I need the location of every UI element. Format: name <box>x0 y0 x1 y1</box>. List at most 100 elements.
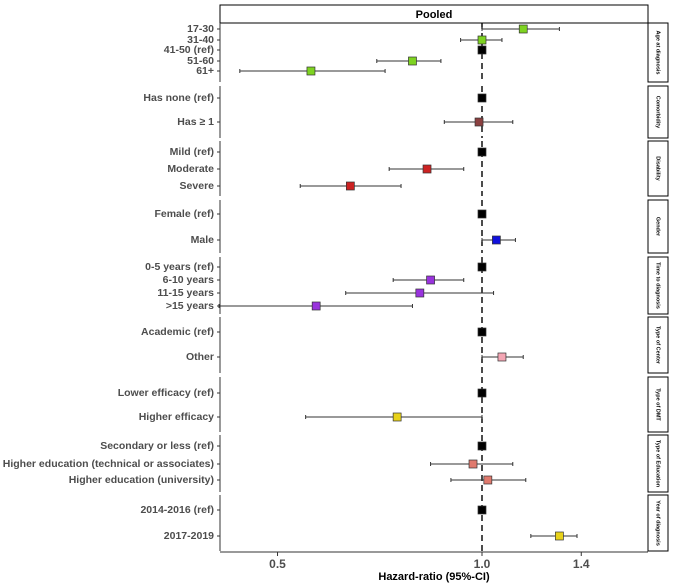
row-label: Academic (ref) <box>141 326 214 338</box>
panel-type-of-center: Type of Center Academic (ref) Other <box>141 316 669 374</box>
facet-strip <box>647 256 669 315</box>
row-label: >15 years <box>166 300 214 312</box>
row-11-15-years: 11-15 years <box>157 287 495 299</box>
hr-point <box>477 45 487 55</box>
row-label: 2017-2019 <box>164 530 214 542</box>
hr-point <box>483 475 493 485</box>
panel-comorbidity: Comorbidity Has none (ref) Has ≥ 1 <box>143 85 669 139</box>
panel-type-of-education: Type of Education Secondary or less (ref)… <box>3 434 669 493</box>
row-higher-education-technical-or-associates: Higher education (technical or associate… <box>3 458 514 470</box>
hr-point <box>555 531 564 541</box>
hr-point <box>497 352 507 362</box>
row-label: 41-50 (ref) <box>164 44 214 56</box>
row-male: Male <box>191 234 516 246</box>
facet-strip <box>647 434 669 493</box>
hr-point <box>408 56 417 66</box>
row-label: Severe <box>180 180 215 192</box>
hr-point <box>518 24 528 34</box>
row-41-50-ref: 41-50 (ref) <box>164 44 487 56</box>
hr-point <box>477 209 487 219</box>
row-6-10-years: 6-10 years <box>163 274 465 286</box>
facet-strip <box>647 316 669 374</box>
x-axis-title: Hazard-ratio (95%-CI) <box>378 571 490 583</box>
panel-year-of-diagnosis: Year of diagnosis 2014-2016 (ref) 2017-201… <box>140 494 669 552</box>
hr-point <box>477 388 487 398</box>
panel-gender: Gender Female (ref) Male <box>154 199 669 254</box>
facet-label: Age at diagnosis <box>655 30 661 74</box>
row-label: Higher efficacy <box>139 411 214 423</box>
row-0-5-years-ref: 0-5 years (ref) <box>145 261 487 273</box>
row-label: 2014-2016 (ref) <box>140 504 214 516</box>
row-lower-efficacy-ref: Lower efficacy (ref) <box>118 387 487 399</box>
facet-label: Disability <box>655 156 661 181</box>
row-label: Male <box>191 234 215 246</box>
row-label: 11-15 years <box>157 287 214 299</box>
facet-label: Type of Education <box>655 440 661 488</box>
row-label: Secondary or less (ref) <box>100 440 214 452</box>
panel-time-to-diagnosis: Time to diagnosis 0-5 years (ref)6-10 yea… <box>145 256 669 315</box>
row-51-60: 51-60 <box>187 55 442 67</box>
row-secondary-or-less-ref: Secondary or less (ref) <box>100 440 487 452</box>
title-strip <box>219 4 649 24</box>
row-2014-2016-ref: 2014-2016 (ref) <box>140 504 487 516</box>
row-severe: Severe <box>180 180 402 192</box>
row-2017-2019: 2017-2019 <box>164 530 578 542</box>
chart-title: Pooled <box>416 9 453 21</box>
row-higher-efficacy: Higher efficacy <box>139 411 483 423</box>
row-label: Moderate <box>167 163 214 175</box>
row-61: 61+ <box>196 65 386 77</box>
facet-strip <box>647 376 669 433</box>
row-academic-ref: Academic (ref) <box>141 326 487 338</box>
row-label: 51-60 <box>187 55 214 67</box>
hr-point <box>477 327 487 337</box>
row-label: Lower efficacy (ref) <box>118 387 214 399</box>
row-15-years: >15 years <box>166 300 413 312</box>
row-higher-education-university: Higher education (university) <box>69 474 527 486</box>
row-label: 0-5 years (ref) <box>145 261 214 273</box>
row-has-1: Has ≥ 1 <box>177 116 514 128</box>
hr-point <box>311 301 321 311</box>
hr-point <box>477 147 487 157</box>
facet-label: Type of Center <box>655 326 661 365</box>
row-label: Female (ref) <box>154 208 214 220</box>
hr-point <box>492 235 501 245</box>
row-label: Has none (ref) <box>143 92 214 104</box>
row-label: 17-30 <box>187 23 214 35</box>
facet-strip <box>647 199 669 254</box>
facet-label: Year of diagnosis <box>655 500 661 546</box>
row-other: Other <box>186 351 524 363</box>
hr-point <box>477 35 487 45</box>
hr-point <box>477 441 487 451</box>
row-label: 31-40 <box>187 34 214 46</box>
row-label: 61+ <box>196 65 214 77</box>
row-label: Higher education (university) <box>69 474 214 486</box>
row-mild-ref: Mild (ref) <box>170 146 487 158</box>
x-tick-label: 1.0 <box>474 557 491 571</box>
facet-label: Gender <box>655 217 661 237</box>
row-has-none-ref: Has none (ref) <box>143 92 487 104</box>
facet-label: Comorbidity <box>655 96 661 129</box>
hr-point <box>422 164 432 174</box>
hr-point <box>468 459 478 469</box>
panel-disability: Disability Mild (ref) Moderate Severe <box>167 140 669 197</box>
hr-point <box>477 93 487 103</box>
hr-point <box>345 181 355 191</box>
row-label: Mild (ref) <box>170 146 214 158</box>
x-tick-label: 1.4 <box>573 557 590 571</box>
hr-point <box>477 262 487 272</box>
row-17-30: 17-30 <box>187 23 560 35</box>
facet-label: Time to diagnosis <box>655 262 661 309</box>
hr-point <box>477 505 487 515</box>
row-label: Has ≥ 1 <box>177 116 214 128</box>
facet-strip <box>647 494 669 552</box>
facet-strip <box>647 85 669 139</box>
row-label: 6-10 years <box>163 274 215 286</box>
hr-point <box>474 117 484 127</box>
hr-point <box>306 66 316 76</box>
hr-point <box>426 275 435 285</box>
row-label: Higher education (technical or associate… <box>3 458 214 470</box>
hr-point <box>392 412 402 422</box>
hr-point <box>415 288 425 298</box>
